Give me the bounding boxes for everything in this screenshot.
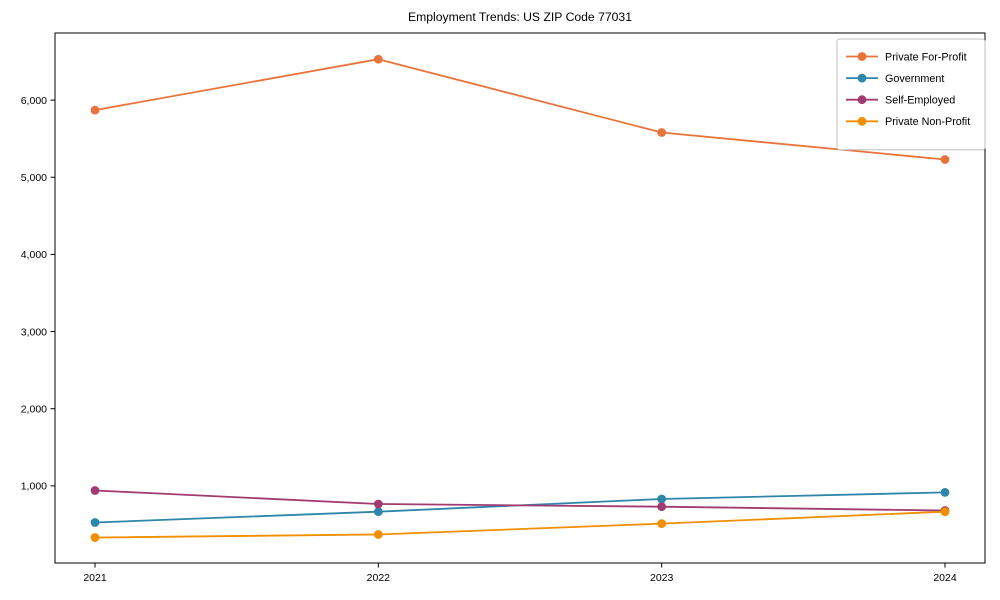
data-point — [373, 499, 383, 509]
chart-title: Employment Trends: US ZIP Code 77031 — [407, 10, 632, 24]
data-point — [373, 530, 383, 539]
y-axis-tick-label: 2,000 — [21, 403, 47, 415]
legend-label: Government — [885, 73, 944, 85]
data-point — [90, 533, 100, 542]
y-axis-tick-label: 6,000 — [21, 95, 47, 107]
data-point — [940, 507, 950, 517]
data-point — [940, 488, 950, 497]
legend-label: Private For-Profit — [885, 51, 967, 63]
data-point — [657, 502, 667, 512]
legend-marker — [857, 116, 867, 126]
x-axis-tick-label: 2024 — [933, 572, 957, 584]
y-axis-tick-label: 1,000 — [21, 481, 47, 493]
legend-label: Private Non-Profit — [885, 116, 970, 128]
series-line-private-non-profit — [94, 510, 946, 539]
legend-marker — [857, 73, 867, 83]
legend-marker — [857, 95, 867, 105]
y-axis-tick-label: 3,000 — [21, 326, 47, 338]
legend-label: Self-Employed — [885, 95, 955, 107]
data-point — [90, 518, 100, 527]
plot-frame — [54, 32, 986, 564]
data-point — [373, 507, 383, 517]
series-line-self-employed — [94, 489, 946, 512]
data-point — [90, 486, 100, 495]
data-point — [657, 519, 667, 529]
x-axis-tick-label: 2021 — [83, 572, 107, 584]
data-point — [657, 128, 667, 137]
x-axis-tick-label: 2023 — [650, 572, 674, 584]
legend-marker — [857, 52, 867, 61]
y-axis-tick-label: 4,000 — [21, 249, 47, 261]
y-axis-tick-label: 5,000 — [21, 172, 47, 184]
data-point — [657, 494, 667, 504]
data-point — [373, 54, 383, 64]
series-line-private-for-profit — [94, 58, 946, 161]
data-point — [90, 105, 100, 115]
data-point — [940, 155, 950, 164]
x-axis-tick-label: 2022 — [367, 572, 391, 584]
